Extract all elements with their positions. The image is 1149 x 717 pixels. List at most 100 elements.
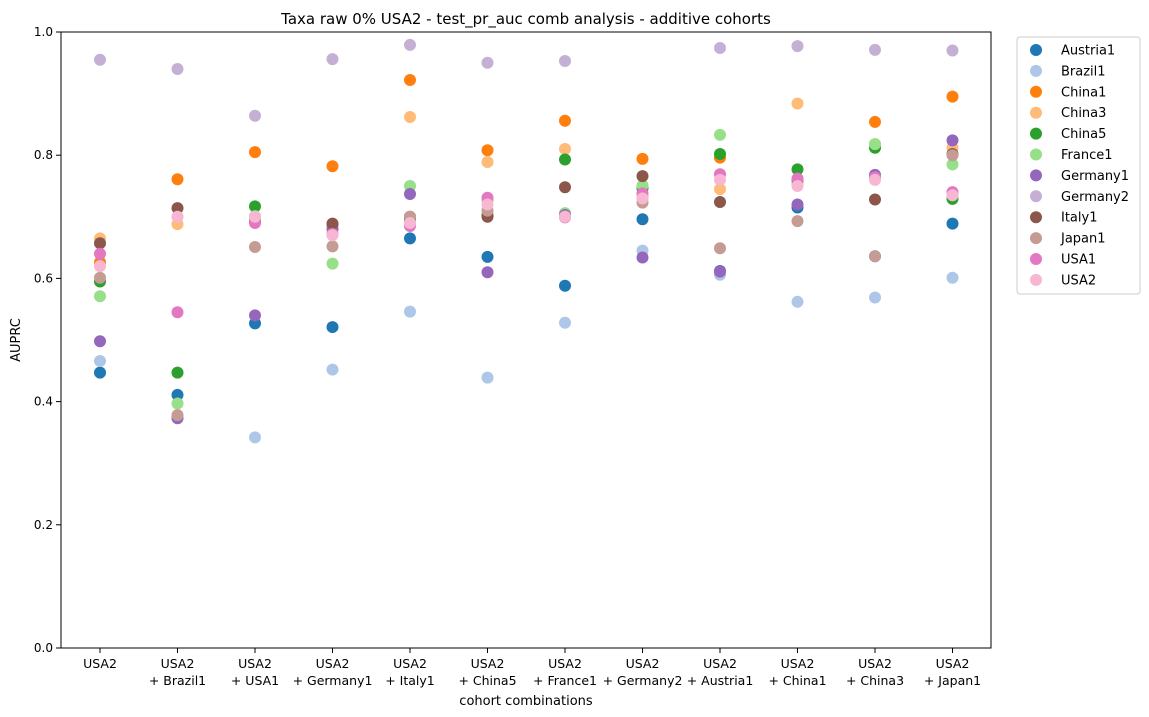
legend-label: France1 bbox=[1061, 148, 1113, 163]
data-point bbox=[946, 217, 959, 230]
x-tick-label: USA2 bbox=[548, 656, 582, 671]
data-point bbox=[636, 251, 649, 264]
x-axis: USA2 USA2 + Brazil1 USA2 + USA1 USA2 + Germany… bbox=[83, 648, 981, 688]
legend-marker bbox=[1030, 44, 1042, 56]
data-point bbox=[249, 146, 261, 159]
x-axis-label: cohort combinations bbox=[459, 694, 593, 709]
legend-label: Brazil1 bbox=[1061, 64, 1106, 79]
x-tick-label: USA2 bbox=[703, 656, 737, 671]
x-tick-label: USA2 bbox=[393, 656, 427, 671]
data-point bbox=[326, 160, 339, 173]
data-point bbox=[249, 210, 261, 223]
data-point bbox=[404, 38, 416, 51]
data-point bbox=[869, 193, 881, 206]
chart-title: Taxa raw 0% USA2 - test_pr_auc comb anal… bbox=[280, 10, 771, 29]
y-tick-label: 0.6 bbox=[34, 271, 53, 285]
data-point bbox=[946, 134, 959, 147]
data-point bbox=[171, 366, 184, 379]
x-tick-label: USA2 bbox=[316, 656, 350, 671]
legend: Austria1 Brazil1 China1 China3 China5 France1… bbox=[1016, 36, 1141, 295]
data-point bbox=[946, 271, 959, 284]
y-tick-label: 0.8 bbox=[34, 148, 53, 162]
data-point bbox=[326, 257, 339, 270]
x-tick-label: USA2 bbox=[471, 656, 505, 671]
data-point bbox=[559, 316, 571, 329]
data-point bbox=[714, 265, 726, 278]
data-point bbox=[249, 240, 261, 253]
x-tick-label: + Austria1 bbox=[687, 673, 754, 688]
data-point bbox=[171, 202, 184, 215]
data-point bbox=[714, 183, 726, 196]
data-point bbox=[481, 144, 494, 157]
data-point bbox=[869, 173, 881, 186]
x-tick-label: USA2 bbox=[161, 656, 195, 671]
legend-frame bbox=[1016, 36, 1141, 295]
data-point bbox=[714, 196, 726, 209]
x-tick-label: + China5 bbox=[458, 673, 516, 688]
data-point bbox=[249, 109, 261, 122]
data-point bbox=[636, 170, 649, 183]
legend-label: Japan1 bbox=[1060, 232, 1106, 247]
data-point bbox=[404, 74, 416, 87]
data-point bbox=[249, 431, 261, 444]
series-usa2 bbox=[94, 173, 959, 273]
data-point bbox=[946, 90, 959, 103]
data-point bbox=[171, 62, 184, 75]
x-tick-label: + USA1 bbox=[231, 673, 279, 688]
data-point bbox=[481, 250, 494, 263]
legend-label: China1 bbox=[1061, 85, 1106, 100]
x-tick-label: + Brazil1 bbox=[149, 673, 206, 688]
legend-label: Italy1 bbox=[1061, 211, 1097, 226]
data-point bbox=[714, 242, 726, 255]
data-point bbox=[171, 409, 184, 422]
data-point bbox=[714, 128, 726, 141]
data-point bbox=[326, 240, 339, 253]
y-tick-label: 0.4 bbox=[34, 395, 53, 409]
data-point bbox=[946, 158, 959, 171]
data-point bbox=[249, 200, 261, 213]
legend-label: Germany2 bbox=[1061, 190, 1129, 205]
series-china3 bbox=[94, 97, 959, 245]
plot-frame bbox=[60, 31, 992, 649]
series-china1 bbox=[94, 74, 959, 269]
data-point bbox=[404, 188, 416, 201]
x-tick-label: USA2 bbox=[936, 656, 970, 671]
x-tick-label: + France1 bbox=[533, 673, 597, 688]
legend-marker bbox=[1030, 148, 1042, 161]
data-point bbox=[404, 111, 416, 124]
x-tick-label: + Germany2 bbox=[603, 673, 683, 688]
data-point bbox=[481, 198, 494, 211]
data-point bbox=[559, 143, 571, 156]
y-tick-label: 0.2 bbox=[34, 518, 53, 532]
data-point bbox=[249, 309, 261, 322]
y-axis-label: AUPRC bbox=[9, 318, 24, 362]
legend-marker bbox=[1030, 64, 1042, 77]
x-tick-label: + China3 bbox=[846, 673, 904, 688]
data-point bbox=[326, 229, 339, 242]
data-point bbox=[94, 354, 106, 367]
legend-marker bbox=[1030, 127, 1042, 140]
data-point bbox=[404, 232, 416, 245]
data-point bbox=[791, 180, 804, 192]
data-point bbox=[714, 147, 726, 160]
data-point bbox=[94, 335, 106, 348]
data-point bbox=[94, 271, 106, 284]
data-point bbox=[559, 54, 571, 67]
legend-label: China3 bbox=[1061, 106, 1106, 121]
series-italy1 bbox=[94, 147, 959, 250]
x-tick-label: + China1 bbox=[768, 673, 826, 688]
data-point bbox=[481, 155, 494, 168]
data-point bbox=[559, 210, 571, 223]
data-point bbox=[791, 198, 804, 211]
y-tick-label: 1.0 bbox=[34, 25, 53, 39]
y-tick-label: 0.0 bbox=[34, 641, 53, 655]
data-point bbox=[94, 260, 106, 273]
data-point bbox=[946, 149, 959, 162]
data-point bbox=[94, 247, 106, 260]
data-point bbox=[559, 181, 571, 194]
data-point bbox=[791, 163, 804, 176]
data-point bbox=[714, 173, 726, 186]
data-point bbox=[791, 40, 804, 53]
series-brazil1 bbox=[94, 244, 959, 444]
data-point bbox=[404, 216, 416, 229]
